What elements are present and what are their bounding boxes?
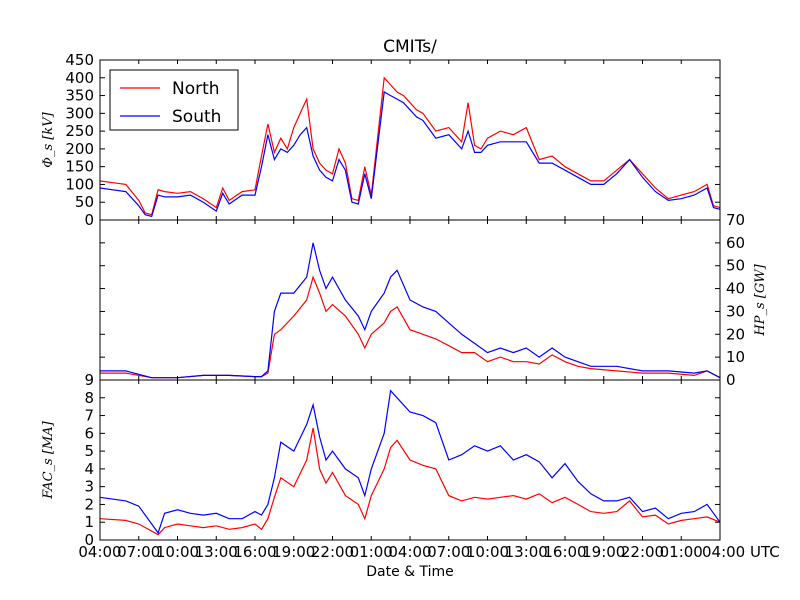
- x-tick-label: 10:00: [156, 543, 199, 561]
- y-tick-label: 450: [65, 51, 94, 69]
- y-tick-label: 8: [84, 389, 94, 407]
- y-tick-label: 9: [84, 371, 94, 389]
- legend-box: [109, 69, 239, 131]
- y-axis-label-field-aligned-currents: FAC_s [MA]: [41, 420, 56, 499]
- y-tick-label: 40: [726, 280, 745, 298]
- x-tick-label: 22:00: [621, 543, 664, 561]
- y-tick-label: 400: [65, 69, 94, 87]
- x-axis: 04:0007:0010:0013:0016:0019:0022:0001:00…: [78, 543, 779, 561]
- y-tick-label: 0: [726, 371, 736, 389]
- x-axis-label: Date & Time: [366, 564, 454, 580]
- y-tick-label: 6: [84, 424, 94, 442]
- x-tick-label: 13:00: [195, 543, 238, 561]
- y-tick-label: 0: [84, 531, 94, 549]
- x-tick-label: 10:00: [466, 543, 509, 561]
- x-tick-label: 07:00: [427, 543, 470, 561]
- legend-label-north: North: [172, 79, 220, 99]
- y-tick-label: 1: [84, 513, 94, 531]
- x-tick-label: 01:00: [350, 543, 393, 561]
- y-tick-label: 2: [84, 495, 94, 513]
- x-tick-label: 04:00: [78, 543, 121, 561]
- y-tick-label: 7: [84, 407, 94, 425]
- chart-title: CMITs/: [383, 37, 437, 57]
- y-tick-label: 30: [726, 302, 745, 320]
- y-tick-label: 20: [726, 325, 745, 343]
- y-tick-label: 100: [65, 175, 94, 193]
- y-axis-label-hemispheric-power: HP_s [GW]: [753, 263, 768, 336]
- y-tick-label: 60: [726, 234, 745, 252]
- y-tick-label: 3: [84, 478, 94, 496]
- y-tick-label: 4: [84, 460, 94, 478]
- x-tick-label: 04:00: [388, 543, 431, 561]
- y-tick-label: 10: [726, 348, 745, 366]
- legend: North South: [109, 69, 239, 131]
- series-line-south-hemispheric-power: [100, 242, 721, 379]
- x-tick-label: 07:00: [117, 543, 160, 561]
- x-tick-label: 16:00: [233, 543, 276, 561]
- y-tick-label: 200: [65, 140, 94, 158]
- series-line-south-potential: [99, 91, 721, 218]
- y-tick-label: 50: [75, 193, 94, 211]
- y-tick-label: 0: [84, 211, 94, 229]
- x-tick-label: 19:00: [582, 543, 625, 561]
- y-tick-label: 150: [65, 158, 94, 176]
- y-tick-label: 70: [726, 211, 745, 229]
- x-tick-label: 13:00: [505, 543, 548, 561]
- x-tick-label: 04:00 UTC: [702, 543, 780, 561]
- series-line-north-field-aligned-currents: [99, 427, 721, 536]
- y-tick-label: 350: [65, 87, 94, 105]
- x-tick-label: 16:00: [543, 543, 586, 561]
- y-tick-label: 5: [84, 442, 94, 460]
- panel-hemispheric-power: 0 10 20 30 40 50 60 70 HP_s [GW]: [99, 211, 768, 389]
- y-tick-label: 50: [726, 257, 745, 275]
- x-tick-label: 19:00: [272, 543, 315, 561]
- series-line-south-field-aligned-currents: [99, 389, 721, 535]
- y-tick-label: 300: [65, 104, 94, 122]
- x-tick-label: 22:00: [311, 543, 354, 561]
- x-tick-label: 01:00: [660, 543, 703, 561]
- legend-label-south: South: [172, 107, 221, 127]
- y-axis-label-potential: Φ_s [kV]: [41, 111, 56, 167]
- y-tick-label: 250: [65, 122, 94, 140]
